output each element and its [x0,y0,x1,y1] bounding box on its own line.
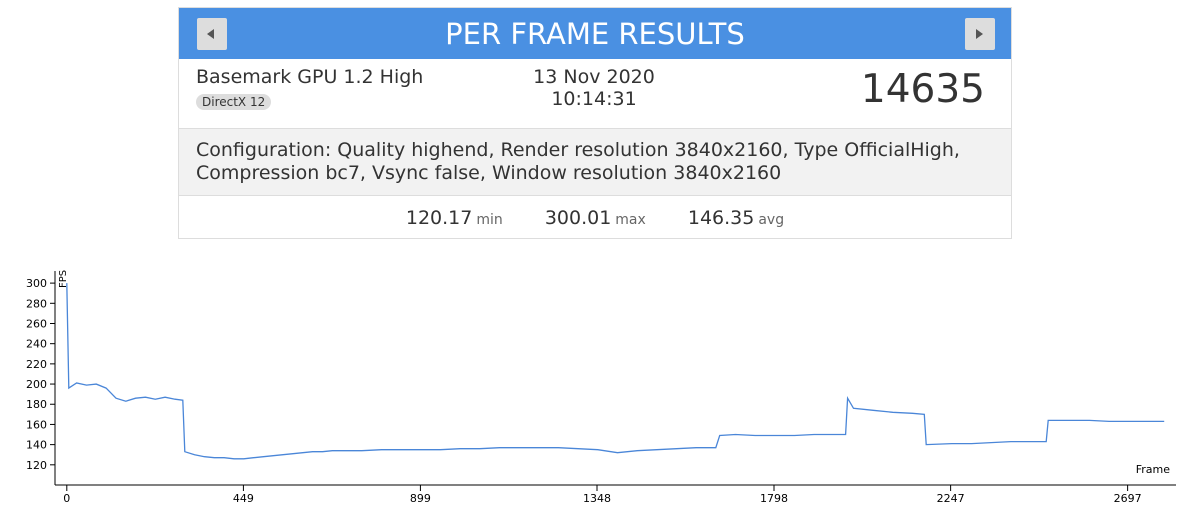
fps-line [66,283,1165,460]
x-tick-label: 0 [63,492,70,505]
date: 13 Nov 2020 [533,66,655,88]
x-axis-label: Frame [1136,463,1171,476]
x-tick-label: 899 [410,492,431,505]
x-tick-label: 2247 [937,492,965,505]
x-tick-label: 449 [233,492,254,505]
stat-unit: max [615,212,646,228]
header-title: PER FRAME RESULTS [445,17,745,51]
header: PER FRAME RESULTS [179,8,1011,59]
y-tick-label: 200 [26,378,47,391]
y-tick-label: 120 [26,459,47,472]
next-button[interactable] [965,18,995,50]
stats: 120.17 min 300.01 max 146.35 avg [179,196,1011,238]
stat-unit: min [476,212,503,228]
timestamp: 13 Nov 2020 10:14:31 [519,66,669,110]
y-tick-label: 180 [26,398,47,411]
config-line: Compression bc7, Vsync false, Window res… [196,162,782,184]
x-tick-label: 2697 [1114,492,1142,505]
y-tick-label: 280 [26,297,47,310]
y-tick-label: 300 [26,277,47,290]
x-tick-label: 1348 [583,492,611,505]
x-tick-label: 1798 [760,492,788,505]
results-card: PER FRAME RESULTS Basemark GPU 1.2 High … [178,7,1012,239]
prev-button[interactable] [197,18,227,50]
test-name: Basemark GPU 1.2 High [196,66,424,88]
y-tick-label: 260 [26,317,47,330]
config-line: Configuration: Quality highend, Render r… [196,139,960,161]
y-tick-label: 140 [26,439,47,452]
y-tick-label: 160 [26,418,47,431]
stat-value: 146.35 [687,207,755,229]
api-badge: DirectX 12 [196,94,272,110]
stat-unit: avg [758,212,785,228]
y-tick-label: 240 [26,338,47,351]
score: 14635 [860,67,985,112]
time: 10:14:31 [551,88,637,110]
result-row: Basemark GPU 1.2 High DirectX 12 13 Nov … [179,59,1011,129]
y-axis-label: FPS [58,270,69,288]
y-tick-label: 220 [26,358,47,371]
configuration: Configuration: Quality highend, Render r… [179,129,1011,196]
stat-value: 120.17 [405,207,473,229]
stat-value: 300.01 [544,207,612,229]
